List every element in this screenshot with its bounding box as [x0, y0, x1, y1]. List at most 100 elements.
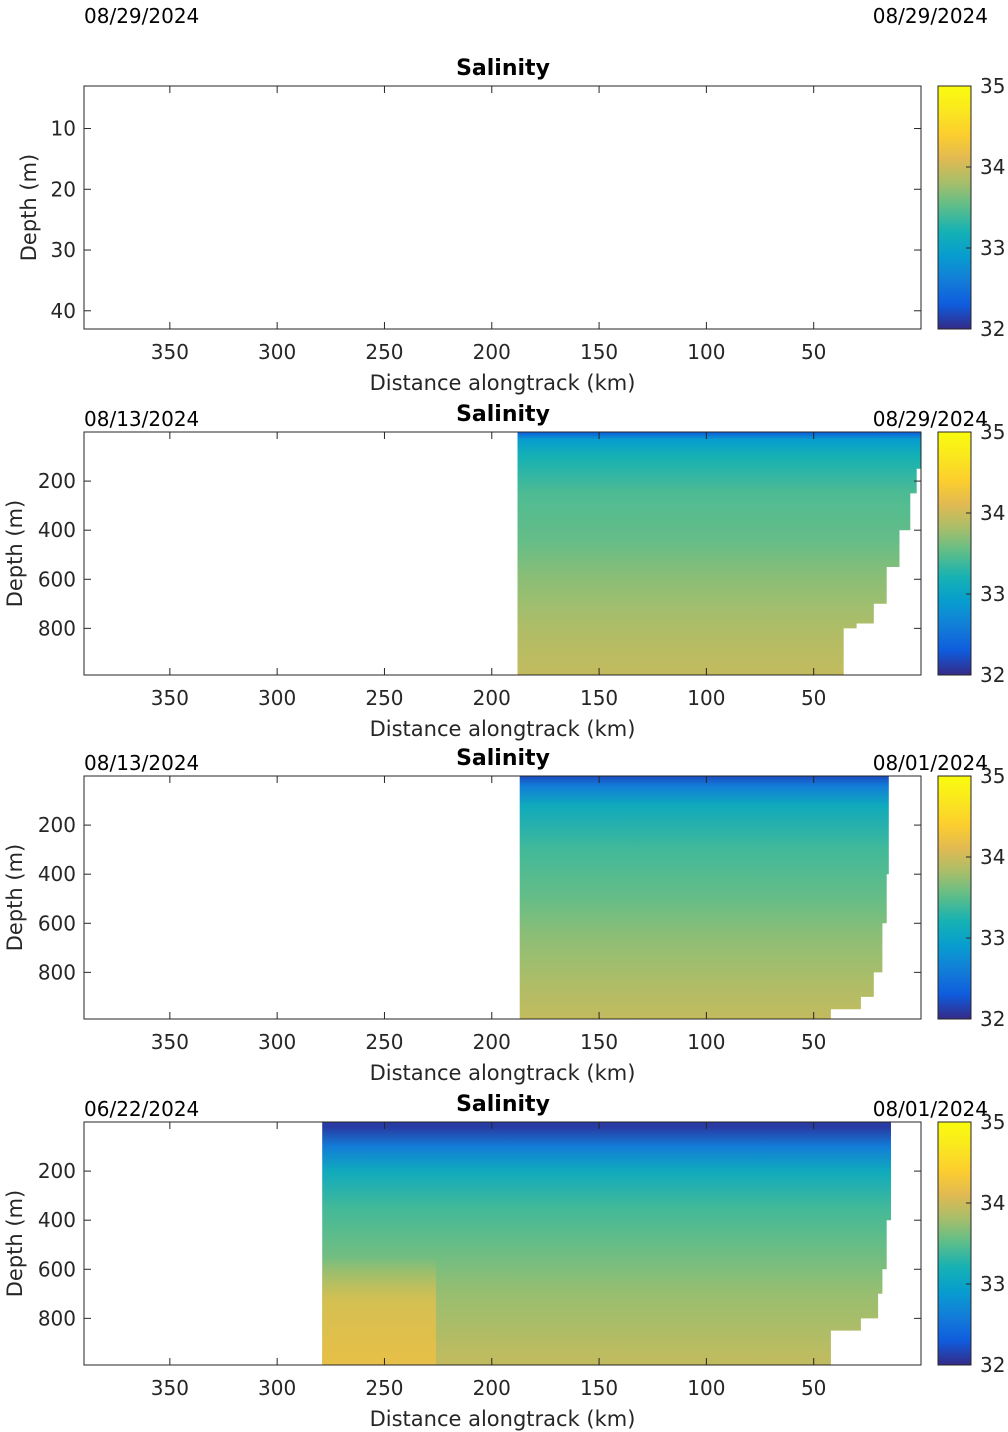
x-tick-label: 200: [473, 340, 511, 364]
y-tick-label: 800: [38, 1306, 76, 1330]
x-tick-label: 50: [801, 340, 826, 364]
x-tick-label: 100: [687, 1376, 725, 1400]
x-tick-label: 250: [365, 1376, 403, 1400]
panel-3: 08/13/2024 08/01/2024 Salinity 350 300 250 200…: [3, 746, 1005, 1085]
x-tick-label: 200: [473, 686, 511, 710]
axes-box: [83, 85, 922, 330]
y-tick-label: 30: [51, 238, 76, 262]
x-tick-label: 250: [365, 686, 403, 710]
chart-title: Salinity: [456, 746, 550, 771]
x-tick-label: 350: [151, 686, 189, 710]
high-salinity-zone: [322, 1257, 436, 1365]
x-tick-label: 100: [687, 1030, 725, 1054]
date-right: 08/01/2024: [873, 751, 988, 775]
x-axis-label: Distance alongtrack (km): [370, 1061, 636, 1085]
x-tick-label: 300: [258, 686, 296, 710]
colorbar-tick-label: 34: [980, 1191, 1005, 1215]
date-left: 06/22/2024: [84, 1097, 199, 1121]
x-tick-label: 50: [801, 686, 826, 710]
date-right: 08/29/2024: [873, 4, 988, 28]
x-axis-label: Distance alongtrack (km): [370, 1407, 636, 1431]
colorbar-tick-label: 34: [980, 501, 1005, 525]
x-tick-label: 100: [687, 686, 725, 710]
y-tick-label: 600: [38, 1257, 76, 1281]
colorbar-scale: [937, 85, 972, 330]
colorbar: 32 33 34 35: [937, 420, 1005, 687]
colorbar-tick-label: 32: [980, 1353, 1005, 1377]
y-tick-label: 200: [38, 469, 76, 493]
colorbar-tick-label: 34: [980, 845, 1005, 869]
x-tick-label: 250: [365, 1030, 403, 1054]
axes-box: [83, 1121, 922, 1366]
salinity-field: [322, 1122, 891, 1365]
y-tick-label: 600: [38, 911, 76, 935]
x-tick-label: 50: [801, 1030, 826, 1054]
y-tick-label: 10: [51, 117, 76, 141]
colorbar-tick-label: 32: [980, 317, 1005, 341]
y-axis-label: Depth (m): [3, 1190, 27, 1297]
panel-4: 06/22/2024 08/01/2024 Salinity 350 300 250 200…: [3, 1092, 1005, 1431]
y-tick-label: 600: [38, 567, 76, 591]
colorbar-tick-label: 35: [980, 764, 1005, 788]
chart-title: Salinity: [456, 56, 550, 81]
x-tick-label: 150: [580, 1030, 618, 1054]
colorbar-tick-label: 32: [980, 1007, 1005, 1031]
y-tick-label: 800: [38, 616, 76, 640]
y-axis-label: Depth (m): [3, 844, 27, 951]
colorbar-scale: [937, 1121, 972, 1366]
y-tick-label: 200: [38, 1159, 76, 1183]
x-tick-label: 350: [151, 340, 189, 364]
x-tick-label: 150: [580, 340, 618, 364]
y-axis-label: Depth (m): [3, 500, 27, 607]
colorbar-scale: [937, 775, 972, 1020]
colorbar-tick-label: 35: [980, 74, 1005, 98]
colorbar: 32 33 34 35: [937, 74, 1005, 341]
colorbar-tick-label: 35: [980, 1110, 1005, 1134]
x-tick-label: 200: [473, 1030, 511, 1054]
y-tick-label: 800: [38, 960, 76, 984]
chart-title: Salinity: [456, 402, 550, 427]
x-tick-label: 200: [473, 1376, 511, 1400]
salinity-field: [517, 432, 921, 675]
colorbar-scale: [937, 431, 972, 676]
y-tick-label: 200: [38, 813, 76, 837]
axes-box: [83, 775, 922, 1020]
y-tick-label: 400: [38, 1208, 76, 1232]
colorbar: 32 33 34 35: [937, 1110, 1005, 1377]
colorbar-tick-label: 32: [980, 663, 1005, 687]
y-axis-label: Depth (m): [17, 154, 41, 261]
x-tick-label: 300: [258, 340, 296, 364]
x-axis-label: Distance alongtrack (km): [370, 717, 636, 741]
date-right: 08/01/2024: [873, 1097, 988, 1121]
date-left: 08/29/2024: [84, 4, 199, 28]
x-tick-label: 150: [580, 686, 618, 710]
x-tick-label: 350: [151, 1030, 189, 1054]
x-axis-label: Distance alongtrack (km): [370, 371, 636, 395]
colorbar: 32 33 34 35: [937, 764, 1005, 1031]
x-tick-label: 50: [801, 1376, 826, 1400]
date-right: 08/29/2024: [873, 407, 988, 431]
colorbar-tick-label: 34: [980, 155, 1005, 179]
y-tick-label: 40: [51, 299, 76, 323]
colorbar-tick-label: 35: [980, 420, 1005, 444]
salinity-field: [519, 776, 889, 1019]
x-tick-label: 300: [258, 1030, 296, 1054]
x-tick-label: 250: [365, 340, 403, 364]
chart-title: Salinity: [456, 1092, 550, 1117]
date-left: 08/13/2024: [84, 751, 199, 775]
x-tick-label: 350: [151, 1376, 189, 1400]
colorbar-tick-label: 33: [980, 582, 1005, 606]
panel-1: 08/29/2024 08/29/2024 Salinity 350 300 250 200…: [17, 4, 1005, 395]
axes-box: [83, 431, 922, 676]
colorbar-tick-label: 33: [980, 926, 1005, 950]
date-left: 08/13/2024: [84, 407, 199, 431]
y-tick-label: 20: [51, 177, 76, 201]
panel-2: 08/13/2024 08/29/2024 Salinity 350 300 250 200…: [3, 402, 1005, 741]
x-tick-label: 300: [258, 1376, 296, 1400]
y-tick-label: 400: [38, 862, 76, 886]
y-tick-label: 400: [38, 518, 76, 542]
colorbar-tick-label: 33: [980, 1272, 1005, 1296]
x-tick-label: 150: [580, 1376, 618, 1400]
x-tick-label: 100: [687, 340, 725, 364]
